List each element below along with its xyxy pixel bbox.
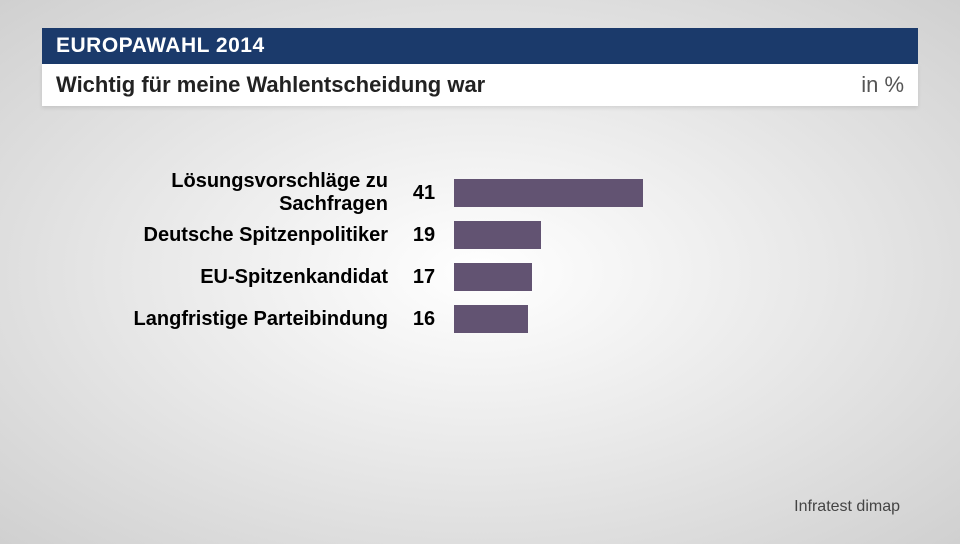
row-label: Deutsche Spitzenpolitiker [62, 224, 402, 247]
chart-row: Lösungsvorschläge zu Sachfragen 41 [62, 176, 918, 210]
row-value: 41 [402, 182, 446, 205]
header-title-bar: Wichtig für meine Wahlentscheidung war i… [42, 64, 918, 106]
chart-row: Langfristige Parteibindung 16 [62, 302, 918, 336]
row-value: 16 [402, 308, 446, 331]
source-attribution: Infratest dimap [794, 498, 900, 516]
bar-container [454, 263, 918, 291]
header-category: EUROPAWAHL 2014 [42, 28, 918, 64]
bar [454, 179, 643, 207]
row-value: 17 [402, 266, 446, 289]
chart-unit: in % [861, 72, 904, 98]
chart-row: Deutsche Spitzenpolitiker 19 [62, 218, 918, 252]
bar-container [454, 179, 918, 207]
bar [454, 263, 532, 291]
row-label: EU-Spitzenkandidat [62, 266, 402, 289]
chart-row: EU-Spitzenkandidat 17 [62, 260, 918, 294]
chart-container: EUROPAWAHL 2014 Wichtig für meine Wahlen… [0, 0, 960, 372]
row-label: Lösungsvorschläge zu Sachfragen [62, 170, 402, 216]
chart-title: Wichtig für meine Wahlentscheidung war [56, 72, 485, 98]
chart-area: Lösungsvorschläge zu Sachfragen 41 Deuts… [42, 176, 918, 336]
bar [454, 305, 528, 333]
row-value: 19 [402, 224, 446, 247]
bar-container [454, 221, 918, 249]
bar-container [454, 305, 918, 333]
bar [454, 221, 541, 249]
row-label: Langfristige Parteibindung [62, 308, 402, 331]
